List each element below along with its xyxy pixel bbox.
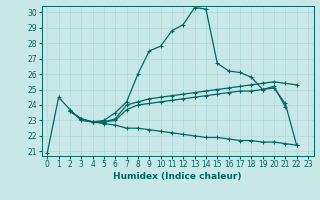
X-axis label: Humidex (Indice chaleur): Humidex (Indice chaleur) bbox=[113, 172, 242, 181]
